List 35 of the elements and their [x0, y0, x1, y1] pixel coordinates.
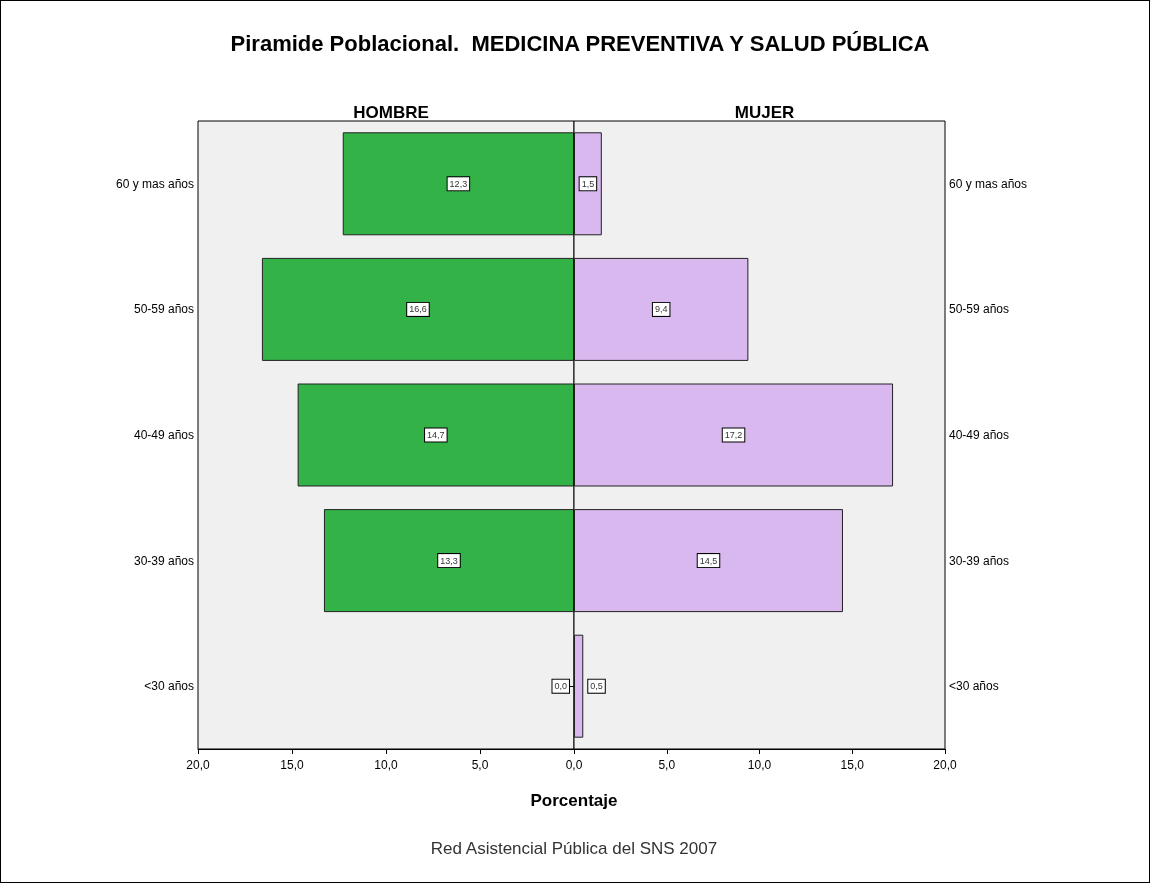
x-tick-label: 0,0: [565, 758, 583, 772]
data-label: 0,5: [590, 681, 603, 692]
y-tick-label: <30 años: [949, 679, 999, 694]
y-tick-label: 40-49 años: [133, 428, 194, 442]
text: Red Asistencial Pública del SNS 2007: [429, 839, 719, 859]
y-tick-label: 40-49 años: [949, 428, 1010, 442]
bar: [574, 634, 584, 738]
x-tick-label: 20,0: [186, 758, 210, 772]
x-tick-label: 5,0: [658, 758, 676, 772]
data-label: 1,5: [581, 178, 595, 189]
data-label: 17,2: [724, 430, 743, 440]
y-tick-label: <30 años: [144, 679, 194, 694]
y-tick-label: 50-59 años: [133, 302, 194, 317]
x-axis-title: Porcentaje: [529, 791, 619, 811]
x-tick-label: 15,0: [280, 758, 304, 772]
x-tick-label: 10,0: [374, 758, 398, 772]
data-label: 16,6: [409, 304, 427, 315]
chart-subtitle: MUJER: [734, 103, 795, 122]
y-tick-label: 60 y mas años: [949, 176, 1028, 191]
data-label: 12,3: [449, 178, 468, 189]
data-label: 14,5: [699, 555, 718, 566]
chart-title: Piramide Poblacional. MEDICINA PREVENTIVA Y SALUD PÚBLICA: [229, 31, 931, 57]
y-tick-label: 30-39 años: [133, 553, 194, 568]
x-tick-label: 20,0: [933, 758, 957, 772]
x-tick-label: 5,0: [471, 758, 489, 772]
y-tick-label: 30-39 años: [949, 553, 1010, 568]
data-label: 14,7: [427, 430, 445, 440]
data-label: 9,4: [654, 304, 668, 315]
y-tick-label: 60 y mas años: [115, 176, 194, 191]
x-tick-label: 10,0: [747, 758, 772, 772]
data-label: 0,0: [554, 681, 567, 692]
chart-subtitle: HOMBRE: [353, 103, 429, 122]
data-label: 13,3: [440, 555, 458, 566]
y-tick-label: 50-59 años: [949, 302, 1010, 317]
x-tick-label: 15,0: [840, 758, 865, 772]
